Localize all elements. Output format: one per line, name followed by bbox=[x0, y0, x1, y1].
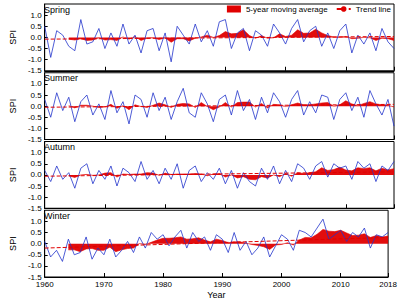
svg-text:2010: 2010 bbox=[332, 280, 350, 289]
svg-text:-1.5: -1.5 bbox=[27, 272, 42, 282]
svg-text:0.0: 0.0 bbox=[31, 33, 43, 42]
svg-text:1.0: 1.0 bbox=[31, 79, 43, 88]
svg-text:2000: 2000 bbox=[273, 280, 291, 289]
svg-text:1.0: 1.0 bbox=[31, 148, 43, 157]
svg-text:SPI: SPI bbox=[8, 236, 18, 251]
svg-text:1990: 1990 bbox=[213, 280, 231, 289]
svg-text:SPI: SPI bbox=[8, 99, 18, 114]
svg-text:-1.0: -1.0 bbox=[28, 124, 42, 133]
svg-text:-1.0: -1.0 bbox=[28, 55, 42, 64]
svg-text:Autumn: Autumn bbox=[44, 142, 75, 152]
svg-text:-1.5: -1.5 bbox=[28, 135, 42, 144]
svg-text:0.5: 0.5 bbox=[31, 22, 43, 31]
svg-text:1960: 1960 bbox=[36, 280, 54, 289]
svg-text:Spring: Spring bbox=[44, 5, 70, 15]
svg-text:1.0: 1.0 bbox=[31, 11, 43, 20]
svg-text:-1.5: -1.5 bbox=[28, 66, 42, 75]
svg-text:Year: Year bbox=[207, 290, 225, 300]
svg-text:Summer: Summer bbox=[44, 73, 78, 83]
svg-text:-0.5: -0.5 bbox=[28, 113, 42, 122]
svg-text:0.5: 0.5 bbox=[31, 159, 43, 168]
svg-text:0.0: 0.0 bbox=[31, 170, 43, 179]
svg-text:SPI: SPI bbox=[8, 30, 18, 45]
svg-text:Trend line: Trend line bbox=[356, 5, 392, 14]
svg-text:-0.5: -0.5 bbox=[28, 44, 42, 53]
svg-text:1980: 1980 bbox=[154, 280, 172, 289]
svg-text:0.0: 0.0 bbox=[31, 102, 43, 111]
svg-text:5-year moving average: 5-year moving average bbox=[246, 5, 328, 14]
svg-text:-1.5: -1.5 bbox=[28, 204, 42, 213]
svg-text:0.0: 0.0 bbox=[31, 239, 43, 248]
svg-text:-1.0: -1.0 bbox=[28, 261, 42, 270]
svg-text:2018: 2018 bbox=[379, 280, 397, 289]
svg-text:-0.5: -0.5 bbox=[28, 182, 42, 191]
svg-text:-0.5: -0.5 bbox=[28, 250, 42, 259]
svg-text:1.0: 1.0 bbox=[31, 217, 43, 226]
svg-text:Winter: Winter bbox=[44, 211, 70, 221]
svg-text:0.5: 0.5 bbox=[31, 91, 43, 100]
svg-text:SPI: SPI bbox=[8, 168, 18, 183]
svg-text:1970: 1970 bbox=[95, 280, 113, 289]
svg-text:0.5: 0.5 bbox=[31, 228, 43, 237]
svg-text:-1.0: -1.0 bbox=[28, 193, 42, 202]
